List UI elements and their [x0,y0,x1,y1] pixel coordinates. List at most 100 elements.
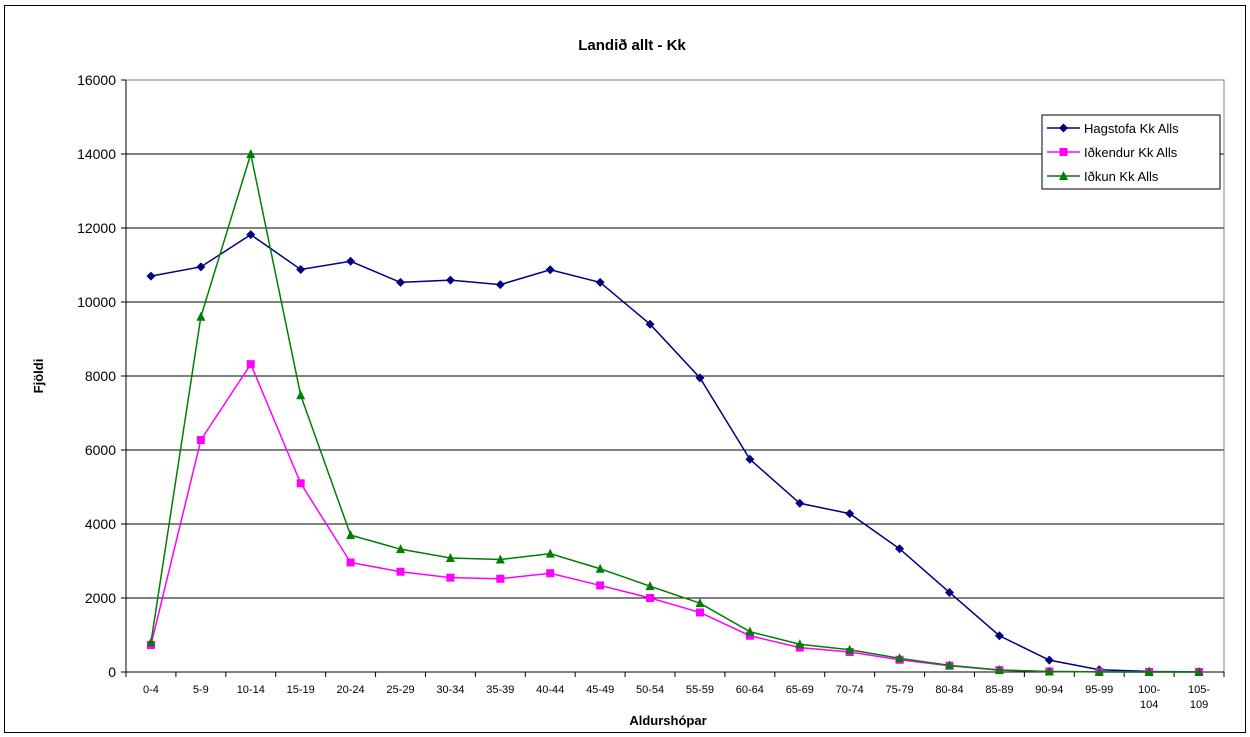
y-tick-label: 16000 [77,72,116,88]
x-tick-label: 75-79 [886,684,914,696]
data-point [745,631,754,640]
y-tick-label: 12000 [77,220,116,236]
data-point [895,653,905,663]
data-point [645,319,655,329]
y-tick-label: 8000 [85,368,116,384]
data-point [446,573,455,582]
data-point [346,558,355,567]
x-tick-label: 10-14 [237,684,265,696]
x-tick-label: 50-54 [636,684,664,696]
y-tick-label: 2000 [85,590,116,606]
data-point [845,509,855,519]
legend-label: Hagstofa Kk Alls [1084,121,1179,136]
data-point [346,256,356,266]
x-tick-label: 30-34 [436,684,464,696]
data-point [1059,171,1068,180]
data-point [595,563,605,573]
y-tick-label: 14000 [77,146,116,162]
data-point [546,569,555,578]
data-point [396,567,405,576]
data-point [246,360,255,369]
series [146,149,1204,676]
x-tick-label: 25-29 [386,684,414,696]
data-point [346,530,356,540]
data-point [745,626,755,636]
data-point [246,230,256,240]
data-point [396,277,405,287]
y-tick-label: 10000 [77,294,116,310]
data-point [1094,666,1104,676]
data-point [695,608,704,617]
data-point [596,581,605,590]
x-axis-label: Aldurshópar [629,713,706,728]
legend: Hagstofa Kk Alls Iðkendur Kk Alls Iðkun Kk… [1041,114,1221,190]
x-tick-label: 70-74 [836,684,864,696]
series-line [150,362,1200,673]
data-point [296,390,306,400]
series-group [146,149,1204,677]
data-point [895,544,905,554]
x-tick-label: 60-64 [736,684,764,696]
x-tick-label: 35-39 [486,684,514,696]
chart-title: Landið allt - Kk [578,37,686,54]
data-point [1044,655,1054,665]
data-point [495,554,505,564]
series [146,230,1204,677]
data-point [1144,667,1154,676]
x-tick-label: 5-9 [193,684,209,696]
x-tick-label: 105-109 [1188,684,1210,711]
data-point [495,280,505,290]
data-point [795,498,805,508]
data-point [795,639,805,649]
data-point [146,271,156,281]
x-tick-label: 55-59 [686,684,714,696]
x-tick-label: 85-89 [985,684,1013,696]
data-point [296,264,306,274]
data-point [695,598,705,608]
data-point [396,544,405,554]
data-point [1044,666,1054,676]
data-point [745,454,755,464]
x-tick-label: 45-49 [586,684,614,696]
x-tick-label: 0-4 [143,684,159,696]
y-axis-label: Fjöldi [31,359,46,394]
data-point [945,660,954,670]
x-tick-label: 65-69 [786,684,814,696]
data-point [496,574,505,583]
data-point [1059,148,1068,156]
data-point [146,637,156,647]
data-point [945,587,954,597]
x-tick-label: 15-19 [287,684,315,696]
data-point [196,436,205,445]
data-point [645,581,655,591]
series-line [150,153,1200,673]
x-tick-label: 90-94 [1035,684,1063,696]
y-tick-label: 6000 [85,442,116,458]
data-point [595,277,605,287]
legend-label: Iðkun Kk Alls [1084,169,1159,184]
x-tick-label: 95-99 [1085,684,1113,696]
x-tick-label: 80-84 [935,684,963,696]
x-axis-ticks: 0-4 5-9 10-14 15-19 20-24 25-29 30-34 35-39 40-4… [125,672,1225,711]
data-point [196,311,206,321]
x-tick-label: 20-24 [337,684,365,696]
y-axis-ticks: 0 2000 4000 6000 8000 10000 12000 14000 16000 [77,72,126,680]
y-tick-label: 0 [108,664,116,680]
data-point [246,149,256,158]
series-line [150,233,1200,673]
data-point [545,265,555,275]
data-point [296,479,305,488]
y-tick-label: 4000 [85,516,116,532]
data-point [845,644,855,654]
chart-frame [4,5,1246,733]
data-point [1059,123,1068,133]
x-tick-label: 40-44 [536,684,564,696]
data-point [1194,667,1204,676]
data-point [695,373,705,383]
data-point [994,664,1004,674]
data-point [994,631,1004,641]
data-point [545,548,555,558]
data-point [196,262,206,272]
data-point [445,553,455,563]
legend-label: Iðkendur Kk Alls [1084,145,1178,160]
